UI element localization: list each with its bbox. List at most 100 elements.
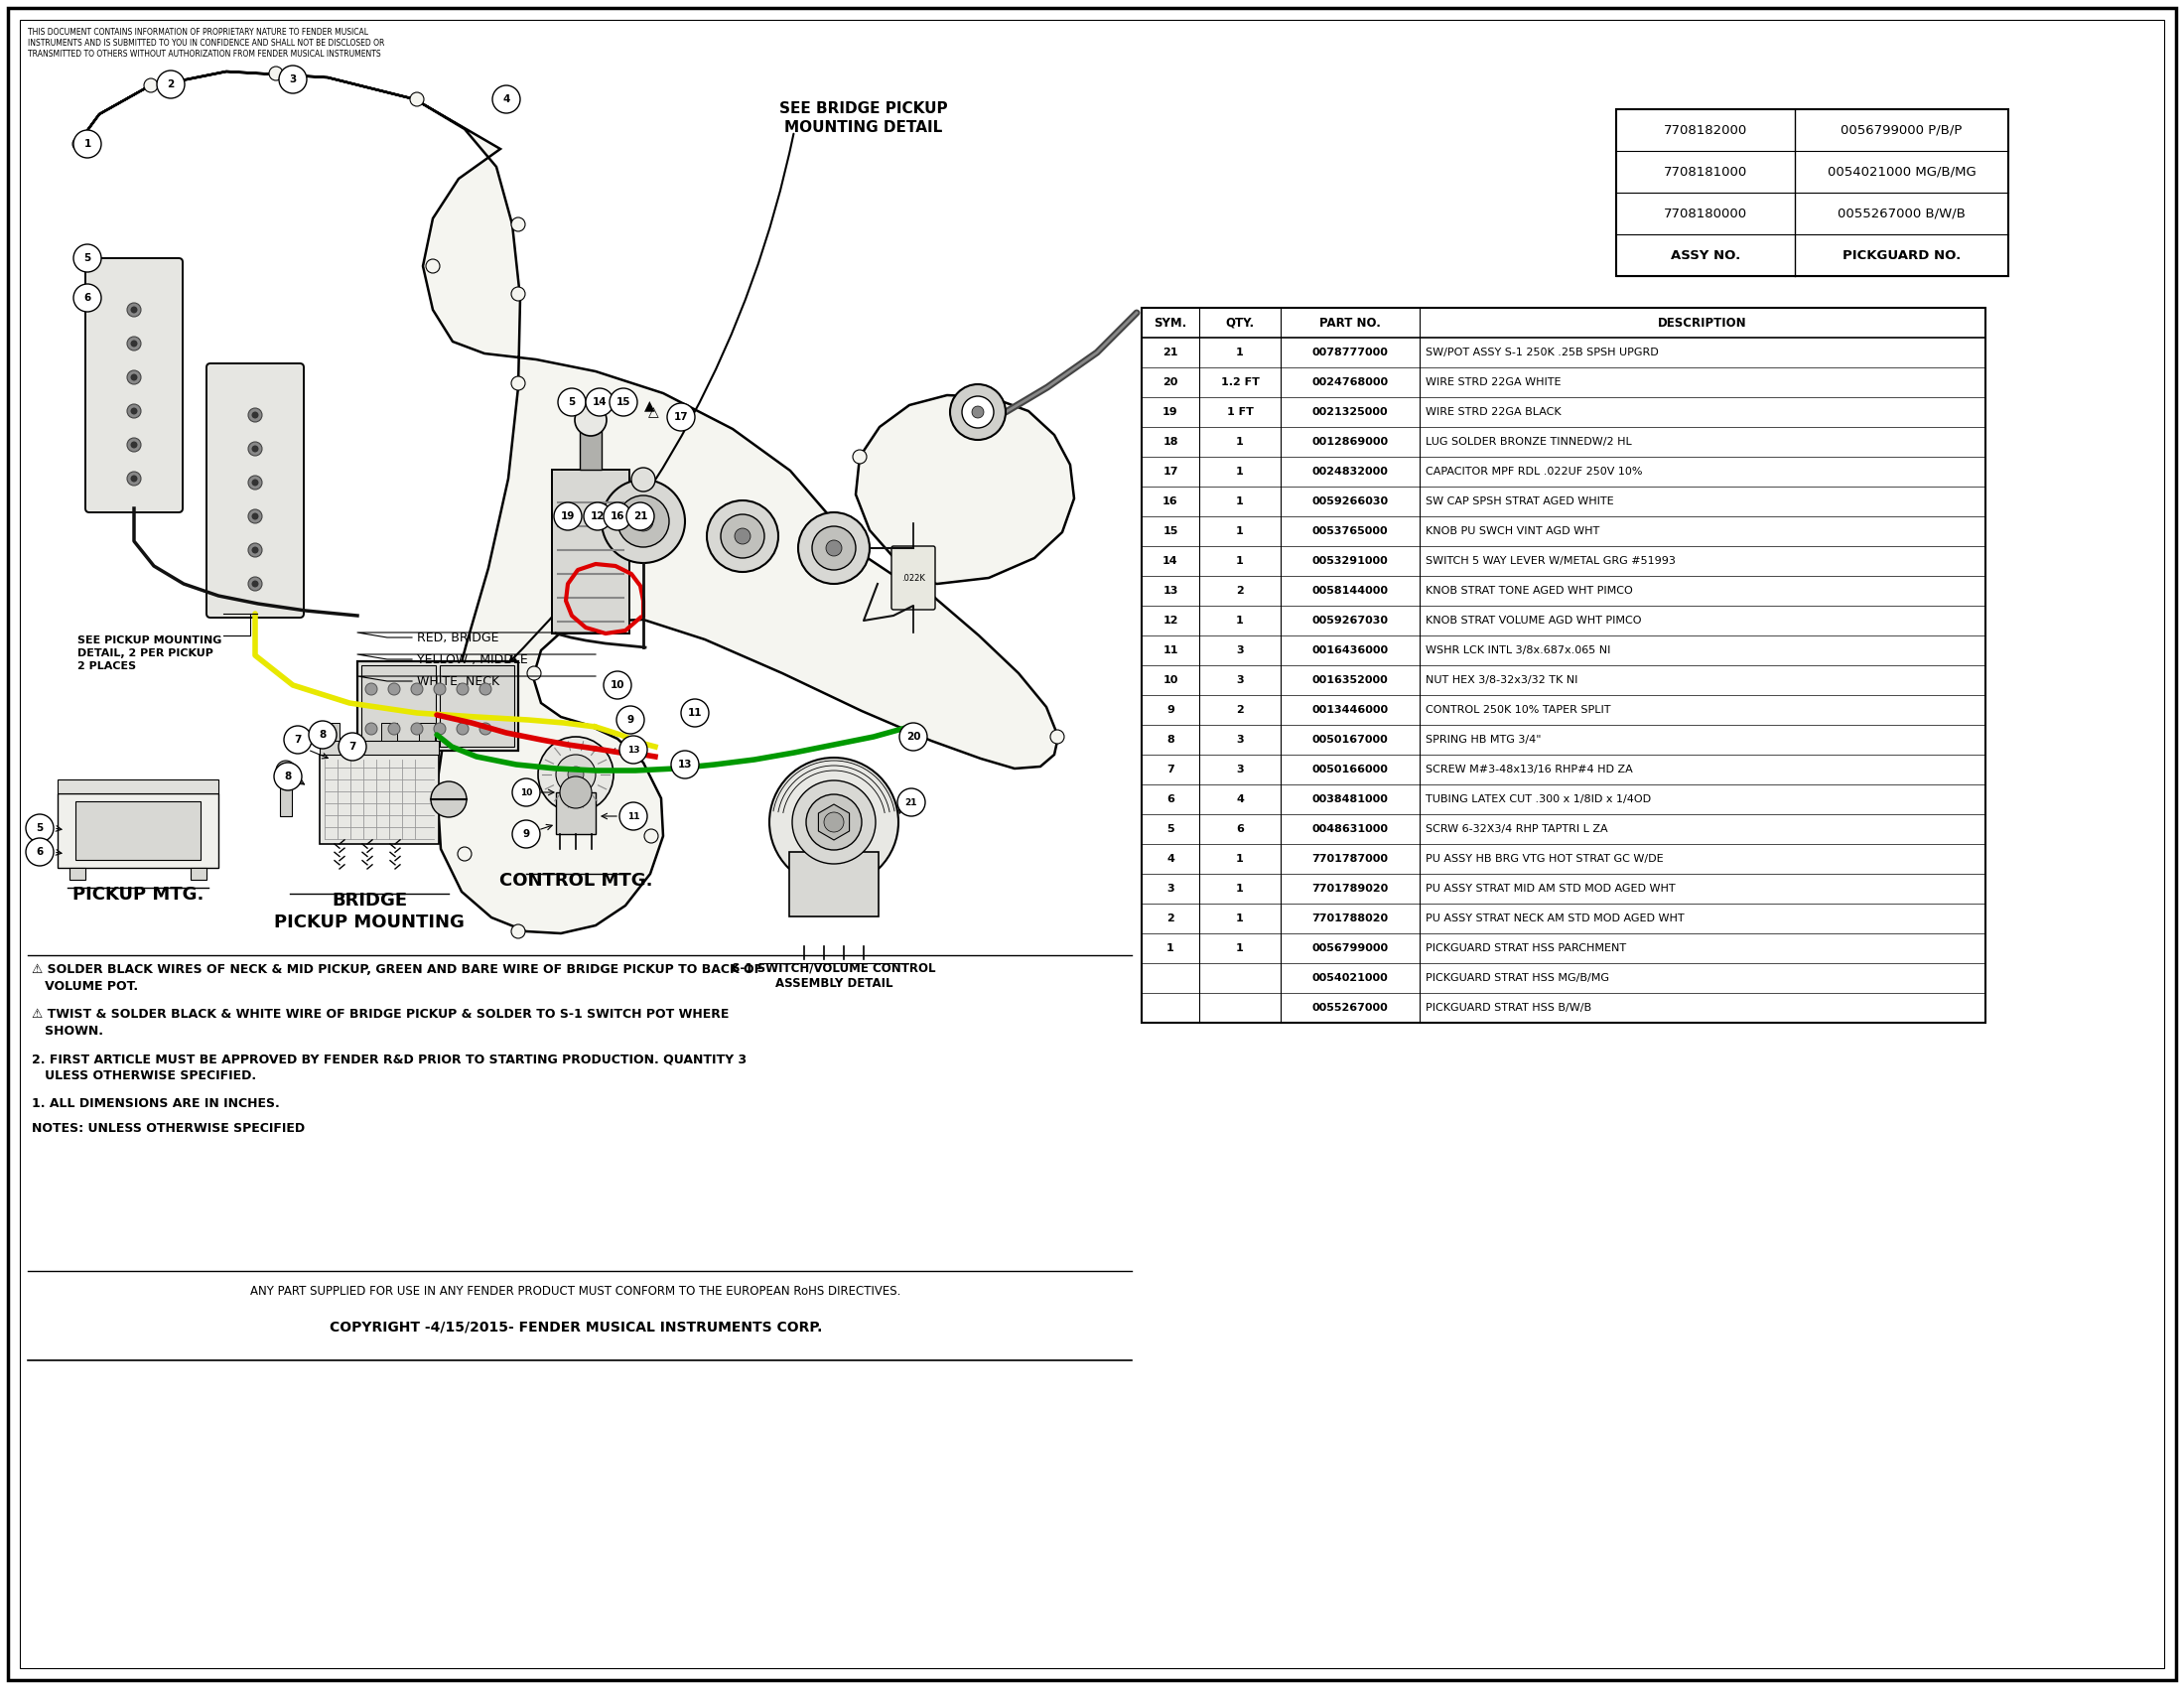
Circle shape <box>555 503 581 530</box>
Circle shape <box>249 408 262 422</box>
Circle shape <box>127 370 142 385</box>
Text: 6: 6 <box>1166 795 1175 803</box>
Text: NOTES: UNLESS OTHERWISE SPECIFIED: NOTES: UNLESS OTHERWISE SPECIFIED <box>33 1123 306 1134</box>
Text: 9: 9 <box>1166 706 1175 716</box>
Text: 13: 13 <box>677 760 692 770</box>
Text: 16: 16 <box>1162 496 1177 506</box>
Text: 6: 6 <box>37 847 44 858</box>
Text: PICKGUARD STRAT HSS PARCHMENT: PICKGUARD STRAT HSS PARCHMENT <box>1426 944 1627 954</box>
Bar <box>419 722 435 741</box>
Circle shape <box>411 684 424 695</box>
Circle shape <box>557 755 596 795</box>
Bar <box>360 665 437 746</box>
Circle shape <box>585 388 614 415</box>
Circle shape <box>823 812 843 832</box>
Circle shape <box>456 684 470 695</box>
Text: 1: 1 <box>1236 437 1243 447</box>
Text: 4: 4 <box>1236 795 1245 803</box>
Circle shape <box>284 726 312 753</box>
Text: 10: 10 <box>1162 675 1177 685</box>
Circle shape <box>157 71 186 98</box>
Bar <box>70 868 85 879</box>
Text: 12: 12 <box>1162 616 1177 626</box>
Bar <box>439 665 513 746</box>
FancyBboxPatch shape <box>207 363 304 618</box>
Text: SEE PICKUP MOUNTING
DETAIL, 2 PER PICKUP
2 PLACES: SEE PICKUP MOUNTING DETAIL, 2 PER PICKUP… <box>76 635 223 672</box>
Circle shape <box>670 751 699 778</box>
Circle shape <box>249 544 262 557</box>
Circle shape <box>708 500 778 572</box>
Bar <box>358 662 518 751</box>
Text: 7708180000: 7708180000 <box>1664 208 1747 219</box>
Text: ⚠ TWIST & SOLDER BLACK & WHITE WIRE OF BRIDGE PICKUP & SOLDER TO S-1 SWITCH POT : ⚠ TWIST & SOLDER BLACK & WHITE WIRE OF B… <box>33 1008 729 1038</box>
Circle shape <box>251 547 258 554</box>
Circle shape <box>127 437 142 452</box>
Circle shape <box>435 722 446 734</box>
Circle shape <box>734 528 751 544</box>
Text: 0055267000: 0055267000 <box>1313 1003 1389 1013</box>
Text: 1: 1 <box>1236 913 1243 923</box>
Circle shape <box>275 761 295 780</box>
Text: 10: 10 <box>609 680 625 690</box>
Text: 7701788020: 7701788020 <box>1313 913 1389 923</box>
Text: WIRE STRD 22GA BLACK: WIRE STRD 22GA BLACK <box>1426 407 1562 417</box>
Text: 1.2 FT: 1.2 FT <box>1221 378 1260 387</box>
Text: 1: 1 <box>1236 854 1243 864</box>
Text: ANY PART SUPPLIED FOR USE IN ANY FENDER PRODUCT MUST CONFORM TO THE EUROPEAN RoH: ANY PART SUPPLIED FOR USE IN ANY FENDER … <box>251 1285 902 1298</box>
Text: 13: 13 <box>1162 586 1177 596</box>
Circle shape <box>249 510 262 523</box>
Bar <box>1616 110 2009 277</box>
Text: 3: 3 <box>1236 645 1243 655</box>
Text: 7701787000: 7701787000 <box>1313 854 1389 864</box>
Circle shape <box>511 376 524 390</box>
Text: 8: 8 <box>284 771 290 782</box>
Text: NUT HEX 3/8-32x3/32 TK NI: NUT HEX 3/8-32x3/32 TK NI <box>1426 675 1577 685</box>
Text: 0024768000: 0024768000 <box>1313 378 1389 387</box>
Circle shape <box>620 802 646 830</box>
Text: 1: 1 <box>1236 944 1243 954</box>
Bar <box>323 722 339 741</box>
Text: BRIDGE
PICKUP MOUNTING: BRIDGE PICKUP MOUNTING <box>273 891 465 932</box>
Circle shape <box>251 513 258 520</box>
Bar <box>190 868 207 879</box>
Text: CAPACITOR MPF RDL .022UF 250V 10%: CAPACITOR MPF RDL .022UF 250V 10% <box>1426 466 1642 476</box>
Text: QTY.: QTY. <box>1225 316 1254 329</box>
Text: 1: 1 <box>1166 944 1175 954</box>
Text: ASSY NO.: ASSY NO. <box>1671 248 1741 262</box>
Circle shape <box>681 699 710 728</box>
Bar <box>557 792 596 834</box>
Text: 0038481000: 0038481000 <box>1313 795 1389 803</box>
Circle shape <box>26 814 55 842</box>
Text: 14: 14 <box>1162 555 1177 565</box>
Circle shape <box>249 442 262 456</box>
Circle shape <box>603 672 631 699</box>
Text: 6: 6 <box>1236 824 1245 834</box>
Text: SWITCH 5 WAY LEVER W/METAL GRG #51993: SWITCH 5 WAY LEVER W/METAL GRG #51993 <box>1426 555 1675 565</box>
Text: 18: 18 <box>1162 437 1177 447</box>
Bar <box>553 469 629 633</box>
Text: WHITE, NECK: WHITE, NECK <box>417 675 500 687</box>
Text: 11: 11 <box>688 707 701 717</box>
Text: KNOB STRAT VOLUME AGD WHT PIMCO: KNOB STRAT VOLUME AGD WHT PIMCO <box>1426 616 1642 626</box>
Text: RED, BRIDGE: RED, BRIDGE <box>417 631 498 643</box>
Text: 8: 8 <box>1166 734 1175 744</box>
Text: 5: 5 <box>1166 824 1175 834</box>
Circle shape <box>511 287 524 300</box>
Text: 11: 11 <box>627 812 640 820</box>
Text: 0059267030: 0059267030 <box>1313 616 1389 626</box>
Circle shape <box>74 245 100 272</box>
Text: PICKUP MTG.: PICKUP MTG. <box>72 886 203 903</box>
Circle shape <box>365 722 378 734</box>
Text: 0078777000: 0078777000 <box>1313 348 1389 358</box>
Text: 1: 1 <box>1236 527 1243 537</box>
Bar <box>382 722 397 741</box>
Text: 5: 5 <box>568 397 574 407</box>
Text: SW CAP SPSH STRAT AGED WHITE: SW CAP SPSH STRAT AGED WHITE <box>1426 496 1614 506</box>
Text: 21: 21 <box>633 511 646 522</box>
Text: 0056799000 P/B/P: 0056799000 P/B/P <box>1841 123 1961 137</box>
Circle shape <box>603 503 631 530</box>
Circle shape <box>131 339 138 348</box>
Circle shape <box>526 667 542 680</box>
Text: 0016352000: 0016352000 <box>1313 675 1389 685</box>
Bar <box>319 755 439 844</box>
